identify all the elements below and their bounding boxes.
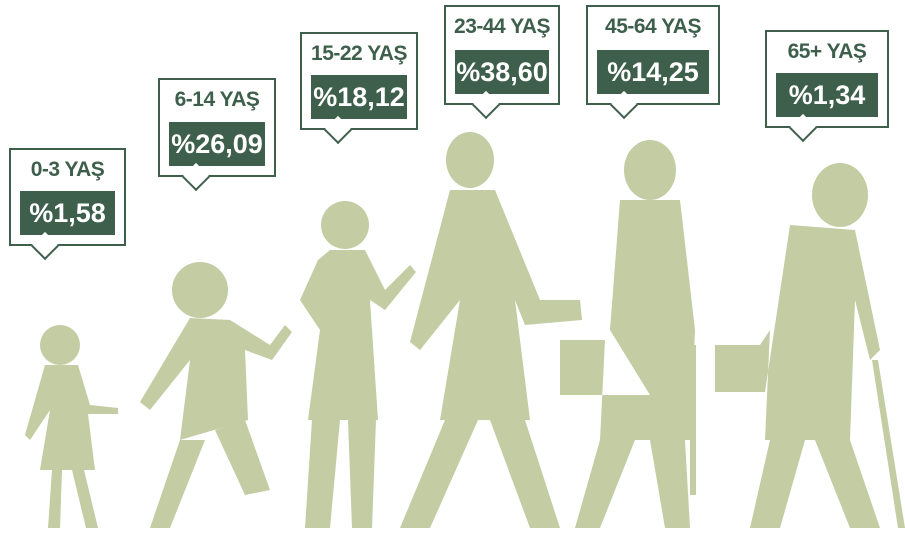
percentage: %1,58 xyxy=(20,191,115,235)
age-group: 15-22 YAŞ %18,12 xyxy=(300,32,418,130)
child xyxy=(140,262,292,528)
percentage: %14,25 xyxy=(597,50,709,94)
age-group: 65+ YAŞ %1,34 xyxy=(765,30,889,128)
age-group: 23-44 YAŞ %38,60 xyxy=(444,5,560,105)
elderly xyxy=(715,163,905,528)
age-label: 6-14 YAŞ xyxy=(160,88,274,112)
age-group: 6-14 YAŞ %26,09 xyxy=(158,78,276,177)
age-label: 15-22 YAŞ xyxy=(302,42,416,66)
percentage: %26,09 xyxy=(169,122,265,166)
age-label: 0-3 YAŞ xyxy=(11,158,124,182)
age-label: 23-44 YAŞ xyxy=(446,15,558,39)
age-label: 45-64 YAŞ xyxy=(588,15,718,39)
toddler xyxy=(25,325,118,528)
middle-aged xyxy=(560,140,696,528)
age-label: 65+ YAŞ xyxy=(767,40,887,64)
age-group: 45-64 YAŞ %14,25 xyxy=(586,5,720,105)
adult xyxy=(400,132,582,528)
age-group: 0-3 YAŞ %1,58 xyxy=(9,148,126,246)
percentage: %18,12 xyxy=(311,75,407,119)
teen xyxy=(300,201,416,528)
percentage: %38,60 xyxy=(455,50,549,94)
percentage: %1,34 xyxy=(776,73,878,117)
infographic: 0-3 YAŞ %1,58 6-14 YAŞ %26,09 15-22 YAŞ … xyxy=(0,0,905,540)
